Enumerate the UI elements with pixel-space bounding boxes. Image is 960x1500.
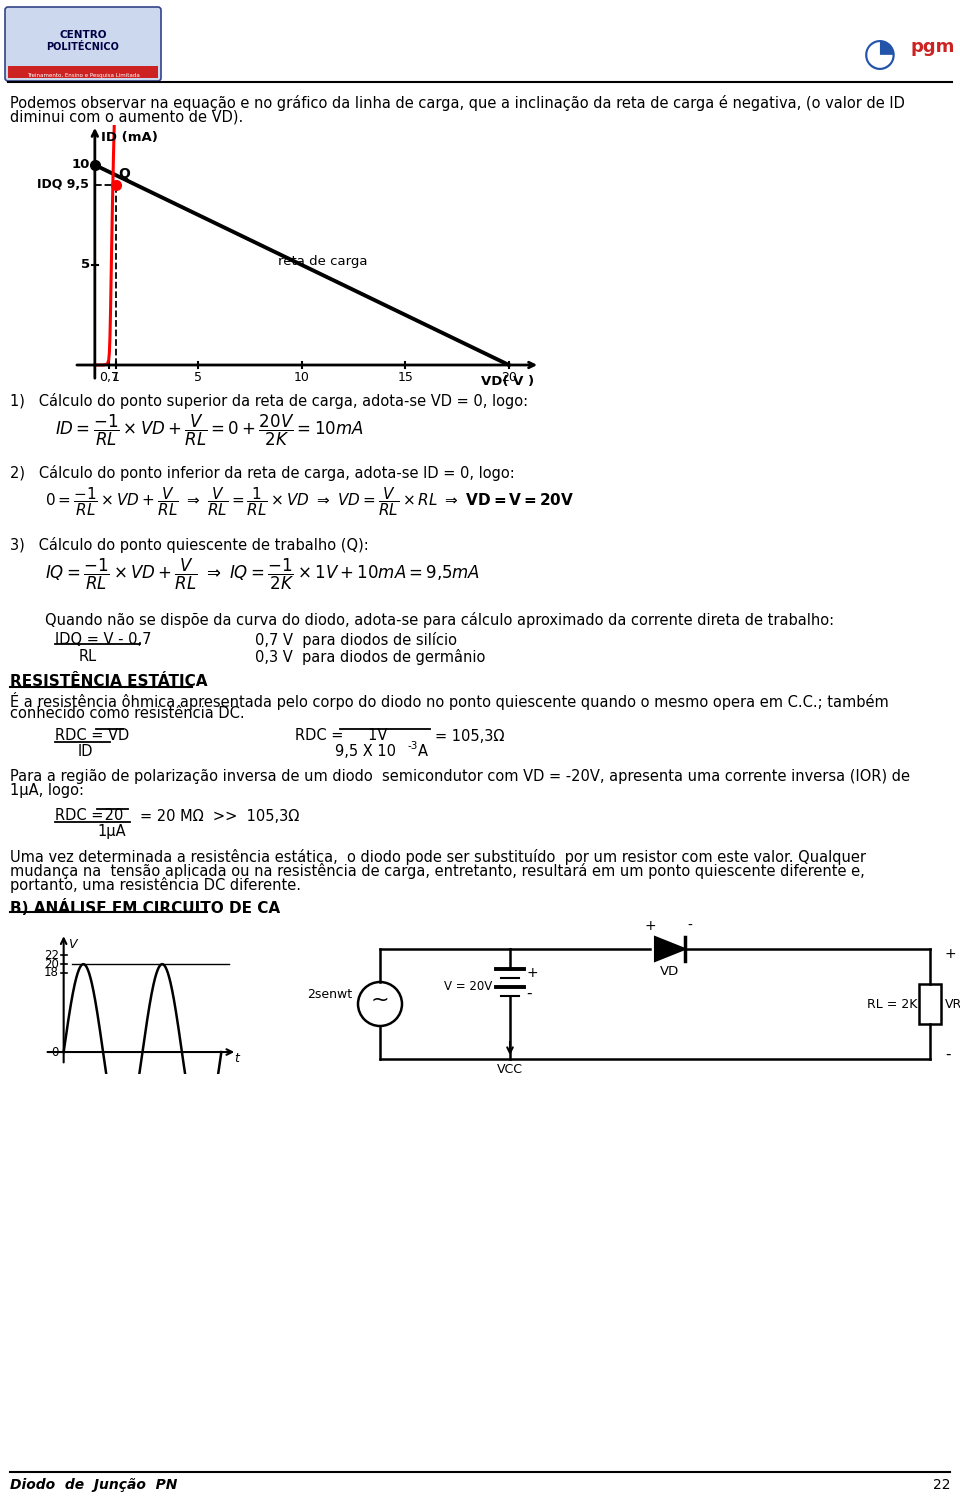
Text: 15: 15 [397,370,414,384]
Text: B) ANÁLISE EM CIRCUITO DE CA: B) ANÁLISE EM CIRCUITO DE CA [10,898,280,916]
Text: 20: 20 [44,957,59,970]
Text: 0: 0 [52,1046,59,1059]
Text: IDQ 9,5: IDQ 9,5 [37,178,89,192]
Text: Quando não se dispõe da curva do diodo, adota-se para cálculo aproximado da corr: Quando não se dispõe da curva do diodo, … [45,612,834,628]
Text: $0 = \dfrac{-1}{RL} \times VD + \dfrac{V}{RL}$$\ \Rightarrow\ $$\dfrac{V}{RL} = : $0 = \dfrac{-1}{RL} \times VD + \dfrac{V… [45,484,574,518]
Text: 18: 18 [44,966,59,980]
Text: -: - [687,920,692,933]
Text: Treinamento, Ensino e Pesquisa Limitada: Treinamento, Ensino e Pesquisa Limitada [27,74,139,78]
Text: POLITÉCNICO: POLITÉCNICO [47,42,119,52]
Text: 22: 22 [44,950,59,962]
Text: 22: 22 [932,1478,950,1492]
Text: 1)   Cálculo do ponto superior da reta de carga, adota-se VD = 0, logo:: 1) Cálculo do ponto superior da reta de … [10,393,528,410]
Text: 5: 5 [194,370,203,384]
Text: 5: 5 [81,258,89,272]
Text: 2senwt: 2senwt [307,987,352,1000]
Text: 0,3 V  para diodos de germânio: 0,3 V para diodos de germânio [255,650,486,664]
Text: -: - [945,1047,950,1062]
Text: +: + [945,946,956,962]
Text: pgm: pgm [910,38,954,56]
Text: 1μA: 1μA [97,824,126,839]
Text: +: + [526,966,538,980]
Polygon shape [655,938,685,962]
Text: V = 20V: V = 20V [444,981,492,993]
Text: diminui com o aumento de VD).: diminui com o aumento de VD). [10,110,243,125]
Text: RDC =: RDC = [55,808,108,824]
Text: portanto, uma resistência DC diferente.: portanto, uma resistência DC diferente. [10,878,301,892]
Text: 9,5 X 10: 9,5 X 10 [335,744,396,759]
Text: IDQ = V - 0,7: IDQ = V - 0,7 [55,632,152,646]
Text: RDC = VD: RDC = VD [55,728,130,742]
Text: CENTRO: CENTRO [60,30,107,40]
Text: ID: ID [78,744,93,759]
Bar [919,984,941,1024]
Text: A: A [418,744,428,759]
Text: 0,7 V  para diodos de silício: 0,7 V para diodos de silício [255,632,457,648]
Text: 0,7: 0,7 [99,370,119,384]
Text: 1V: 1V [345,728,415,742]
Text: Uma vez determinada a resistência estática,  o diodo pode ser substituído  por u: Uma vez determinada a resistência estáti… [10,849,866,865]
Bar [8,66,158,78]
Text: 20: 20 [100,808,128,824]
Text: 1: 1 [111,370,119,384]
Text: 10: 10 [294,370,310,384]
Text: -: - [526,986,532,1000]
Text: Diodo  de  Junção  PN: Diodo de Junção PN [10,1478,178,1492]
Text: V: V [68,938,77,951]
Text: conhecido como resistência DC.: conhecido como resistência DC. [10,706,245,722]
Text: VRL: VRL [945,998,960,1011]
Text: = 105,3Ω: = 105,3Ω [435,729,504,744]
Text: RL: RL [79,650,97,664]
Text: Podemos observar na equação e no gráfico da linha de carga, que a inclinação da : Podemos observar na equação e no gráfico… [10,94,905,111]
Text: VCC: VCC [497,1064,523,1076]
Text: 1μA, logo:: 1μA, logo: [10,783,84,798]
Text: +: + [644,920,656,933]
Text: = 20 MΩ  >>  105,3Ω: = 20 MΩ >> 105,3Ω [140,808,300,824]
Text: ◔: ◔ [863,34,897,74]
Text: VD( V ): VD( V ) [481,375,534,388]
Text: VD: VD [660,964,680,978]
Text: 2)   Cálculo do ponto inferior da reta de carga, adota-se ID = 0, logo:: 2) Cálculo do ponto inferior da reta de … [10,465,515,482]
Text: $IQ = \dfrac{-1}{RL} \times VD + \dfrac{V}{RL}$$\ \Rightarrow\ $$IQ = \dfrac{-1}: $IQ = \dfrac{-1}{RL} \times VD + \dfrac{… [45,556,480,592]
Text: t: t [234,1052,239,1065]
Text: 3)   Cálculo do ponto quiescente de trabalho (Q):: 3) Cálculo do ponto quiescente de trabal… [10,537,369,554]
FancyBboxPatch shape [5,8,161,81]
Text: ID (mA): ID (mA) [101,130,158,144]
Text: mudança na  tensão aplicada ou na resistência de carga, entretanto, resultará em: mudança na tensão aplicada ou na resistê… [10,862,865,879]
Text: RESISTÊNCIA ESTÁTICA: RESISTÊNCIA ESTÁTICA [10,674,207,688]
Text: 10: 10 [71,159,89,171]
Text: reta de carga: reta de carga [277,255,368,267]
Text: RDC =: RDC = [295,728,348,742]
Text: É a resistência ôhmica apresentada pelo corpo do diodo no ponto quiescente quand: É a resistência ôhmica apresentada pelo … [10,692,889,709]
Text: ~: ~ [371,990,390,1010]
Text: $ID = \dfrac{-1}{RL} \times VD + \dfrac{V}{RL} = 0 + \dfrac{20V}{2K} = 10mA$: $ID = \dfrac{-1}{RL} \times VD + \dfrac{… [55,413,364,448]
Text: 20: 20 [501,370,516,384]
Text: -3: -3 [408,741,419,752]
Text: Para a região de polarização inversa de um diodo  semicondutor com VD = -20V, ap: Para a região de polarização inversa de … [10,770,910,784]
Text: Q: Q [119,166,131,182]
Text: RL = 2K: RL = 2K [867,998,917,1011]
